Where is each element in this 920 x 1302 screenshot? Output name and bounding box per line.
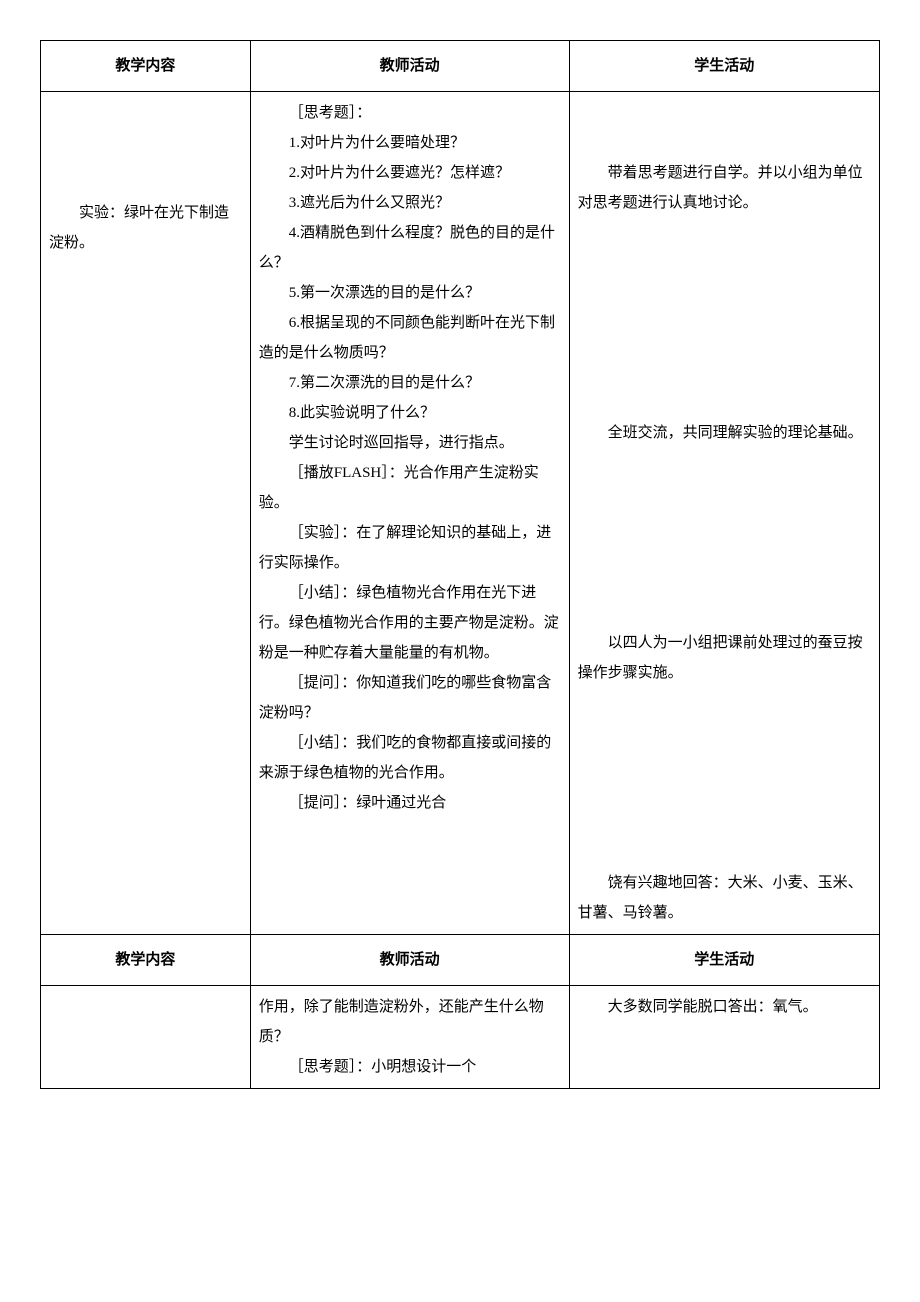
- student-para: 带着思考题进行自学。并以小组为单位对思考题进行认真地讨论。: [578, 158, 871, 218]
- teacher-line: ［小结］：绿色植物光合作用在光下进行。绿色植物光合作用的主要产物是淀粉。淀粉是一…: [259, 578, 561, 668]
- teacher-line: 6.根据呈现的不同颜色能判断叶在光下制造的是什么物质吗？: [259, 308, 561, 368]
- teacher-line: 4.酒精脱色到什么程度？脱色的目的是什么？: [259, 218, 561, 278]
- teacher-line: 8.此实验说明了什么？: [259, 398, 561, 428]
- student-para: 以四人为一小组把课前处理过的蚕豆按操作步骤实施。: [578, 628, 871, 688]
- teacher-line: ［提问］：你知道我们吃的哪些食物富含淀粉吗？: [259, 668, 561, 728]
- experiment-title: 实验：绿叶在光下制造淀粉。: [49, 198, 242, 258]
- header-col2: 教师活动: [250, 41, 569, 92]
- header-col1: 教学内容: [41, 41, 251, 92]
- cell-student-activity: 带着思考题进行自学。并以小组为单位对思考题进行认真地讨论。 全班交流，共同理解实…: [569, 92, 879, 935]
- teacher-line: ［实验］：在了解理论知识的基础上，进行实际操作。: [259, 518, 561, 578]
- teacher-line: ［播放FLASH］：光合作用产生淀粉实验。: [259, 458, 561, 518]
- teacher-line: 2.对叶片为什么要遮光？怎样遮？: [259, 158, 561, 188]
- table-header-row: 教学内容 教师活动 学生活动: [41, 41, 880, 92]
- teacher-line: 作用，除了能制造淀粉外，还能产生什么物质？: [259, 992, 561, 1052]
- lesson-table: 教学内容 教师活动 学生活动 实验：绿叶在光下制造淀粉。 ［思考题］： 1.对叶…: [40, 40, 880, 1089]
- table-row: 实验：绿叶在光下制造淀粉。 ［思考题］： 1.对叶片为什么要暗处理？ 2.对叶片…: [41, 92, 880, 935]
- teacher-line: 3.遮光后为什么又照光？: [259, 188, 561, 218]
- header-col2: 教师活动: [250, 935, 569, 986]
- student-para: 全班交流，共同理解实验的理论基础。: [578, 418, 871, 448]
- cell-teacher-activity: ［思考题］： 1.对叶片为什么要暗处理？ 2.对叶片为什么要遮光？怎样遮？ 3.…: [250, 92, 569, 935]
- header-col3: 学生活动: [569, 935, 879, 986]
- teacher-line: ［小结］：我们吃的食物都直接或间接的来源于绿色植物的光合作用。: [259, 728, 561, 788]
- cell-teaching-content: [41, 986, 251, 1089]
- cell-teacher-activity: 作用，除了能制造淀粉外，还能产生什么物质？ ［思考题］：小明想设计一个: [250, 986, 569, 1089]
- student-para: 大多数同学能脱口答出：氧气。: [578, 992, 871, 1022]
- teacher-line: 5.第一次漂选的目的是什么？: [259, 278, 561, 308]
- table-row: 作用，除了能制造淀粉外，还能产生什么物质？ ［思考题］：小明想设计一个 大多数同…: [41, 986, 880, 1089]
- header-col3: 学生活动: [569, 41, 879, 92]
- teacher-line: 学生讨论时巡回指导，进行指点。: [259, 428, 561, 458]
- header-col1: 教学内容: [41, 935, 251, 986]
- teacher-line: ［思考题］：小明想设计一个: [259, 1052, 561, 1082]
- table-header-row: 教学内容 教师活动 学生活动: [41, 935, 880, 986]
- student-para: 饶有兴趣地回答：大米、小麦、玉米、甘薯、马铃薯。: [578, 868, 871, 928]
- teacher-line: 7.第二次漂洗的目的是什么？: [259, 368, 561, 398]
- teacher-line: ［思考题］：: [259, 98, 561, 128]
- cell-student-activity: 大多数同学能脱口答出：氧气。: [569, 986, 879, 1089]
- teacher-line: ［提问］：绿叶通过光合: [259, 788, 561, 818]
- teacher-line: 1.对叶片为什么要暗处理？: [259, 128, 561, 158]
- cell-teaching-content: 实验：绿叶在光下制造淀粉。: [41, 92, 251, 935]
